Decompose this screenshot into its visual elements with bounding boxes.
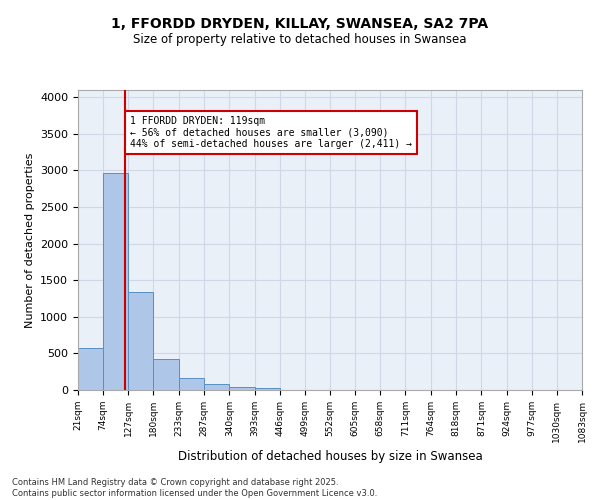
Text: 1, FFORDD DRYDEN, KILLAY, SWANSEA, SA2 7PA: 1, FFORDD DRYDEN, KILLAY, SWANSEA, SA2 7…: [112, 18, 488, 32]
Bar: [154, 360, 179, 390]
Text: Size of property relative to detached houses in Swansea: Size of property relative to detached ho…: [133, 32, 467, 46]
Text: Contains HM Land Registry data © Crown copyright and database right 2025.
Contai: Contains HM Land Registry data © Crown c…: [12, 478, 377, 498]
Text: 1 FFORDD DRYDEN: 119sqm
← 56% of detached houses are smaller (3,090)
44% of semi: 1 FFORDD DRYDEN: 119sqm ← 56% of detache…: [130, 116, 412, 149]
Bar: [254, 388, 280, 390]
Y-axis label: Number of detached properties: Number of detached properties: [25, 152, 35, 328]
Bar: [179, 378, 204, 390]
Bar: [78, 348, 103, 390]
Bar: [103, 172, 128, 390]
Bar: [128, 292, 154, 390]
Bar: [204, 384, 229, 390]
Bar: [229, 387, 254, 390]
X-axis label: Distribution of detached houses by size in Swansea: Distribution of detached houses by size …: [178, 450, 482, 463]
